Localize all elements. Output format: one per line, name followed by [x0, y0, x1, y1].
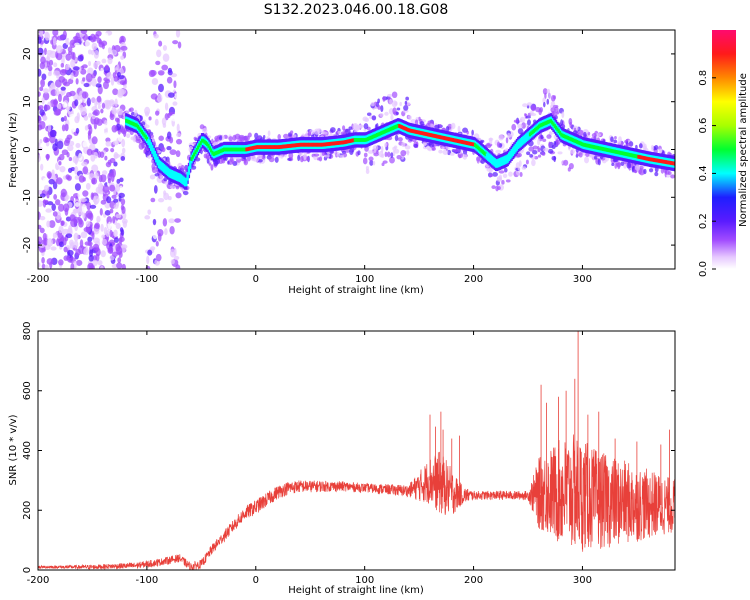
snr-series-line	[38, 434, 675, 570]
x-tick-label: 300	[573, 274, 592, 285]
snr-plot-area	[38, 331, 675, 570]
x-tick-label: 100	[355, 274, 374, 285]
snr-y-ticks: 0 200 400 600 800	[22, 321, 675, 573]
x-tick-label: 0	[253, 575, 259, 586]
y-tick-label: 400	[22, 441, 33, 460]
x-tick-label: 100	[355, 575, 374, 586]
colorbar-tick-label: 0.2	[698, 213, 709, 229]
snr-panel: -200 -100 0 100 200 300 0 200 400 600 800 Height …	[8, 321, 676, 596]
snr-x-ticks: -200 -100 0 100 200 300	[27, 331, 592, 586]
y-tick-label: -10	[22, 189, 33, 205]
colorbar-tick-label: 0.6	[698, 118, 709, 134]
colorbar-tick-label: 0.0	[698, 261, 709, 277]
colorbar-label: Normalized spectral amplitude	[738, 73, 749, 227]
spectrogram-noise	[38, 30, 183, 269]
x-tick-label: 0	[253, 274, 259, 285]
colorbar-tick-label: 0.4	[698, 165, 709, 181]
snr-spikes	[429, 331, 670, 506]
y-tick-label: 0	[22, 567, 33, 573]
spectrogram-y-ticks: -20 -10 0 10 20	[22, 48, 675, 253]
y-tick-label: 600	[22, 381, 33, 400]
snr-y-label: SNR (10 * v/v)	[8, 414, 19, 485]
colorbar-gradient	[712, 30, 736, 269]
figure-title: S132.2023.046.00.18.G08	[263, 2, 449, 18]
x-tick-label: 200	[464, 274, 483, 285]
y-tick-label: 200	[22, 501, 33, 520]
y-tick-label: 0	[22, 146, 33, 152]
colorbar-tick-label: 0.8	[698, 70, 709, 86]
spectrogram-ridge-band-2	[125, 118, 675, 184]
spectrogram-y-label: Frequency (Hz)	[8, 112, 19, 188]
y-tick-label: 800	[22, 321, 33, 340]
y-tick-label: -20	[22, 237, 33, 253]
y-tick-label: 20	[22, 48, 33, 61]
x-tick-label: -200	[27, 575, 50, 586]
x-tick-label: -100	[136, 575, 159, 586]
x-tick-label: -100	[136, 274, 159, 285]
x-tick-label: -200	[27, 274, 50, 285]
snr-x-label: Height of straight line (km)	[288, 585, 424, 596]
colorbar: 0.0 0.2 0.4 0.6 0.8 Normalized spectral ampl…	[698, 30, 749, 277]
x-tick-label: 200	[464, 575, 483, 586]
spectrogram-x-label: Height of straight line (km)	[288, 285, 424, 296]
x-tick-label: 300	[573, 575, 592, 586]
spectrogram-plot-area	[38, 30, 675, 269]
spectrogram-x-ticks: -200 -100 0 100 200 300	[27, 30, 592, 285]
colorbar-ticks: 0.0 0.2 0.4 0.6 0.8	[698, 70, 716, 277]
y-tick-label: 10	[22, 95, 33, 108]
